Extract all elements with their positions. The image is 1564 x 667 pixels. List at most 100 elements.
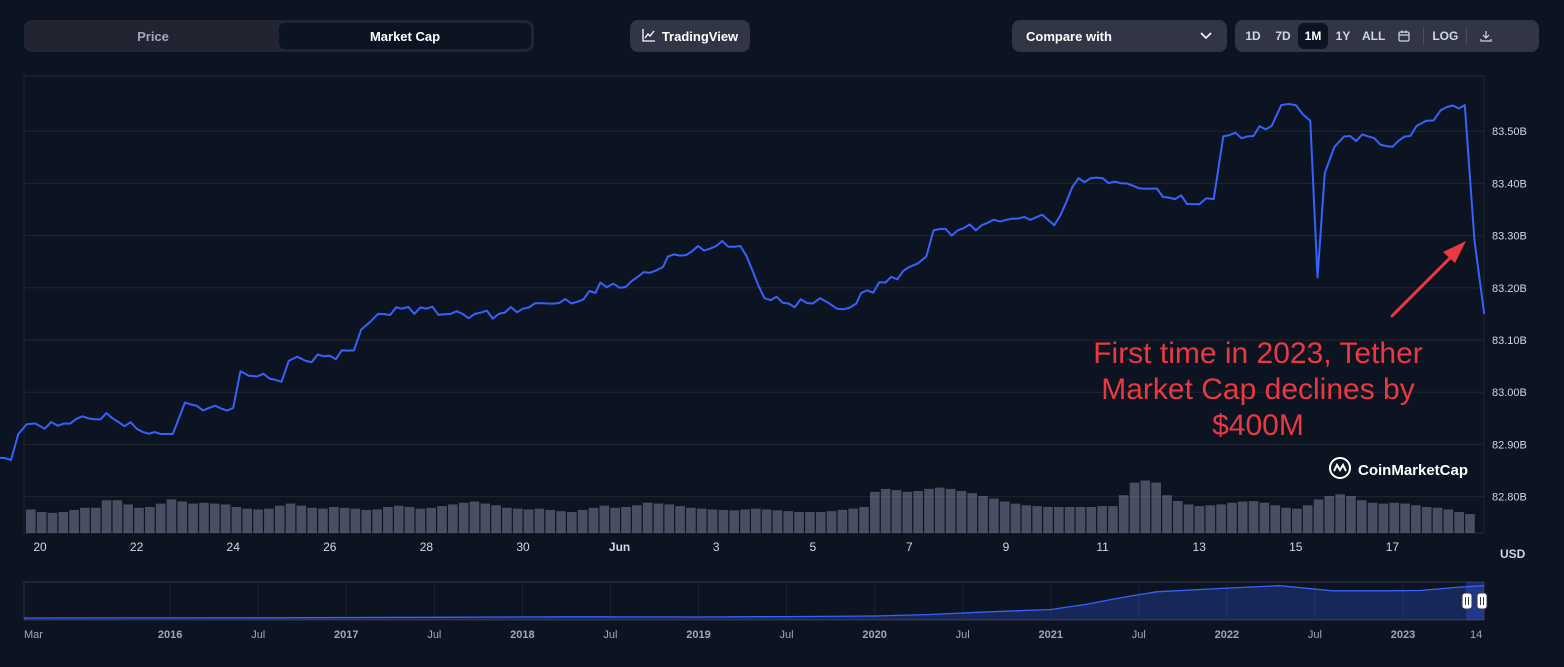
volume-bar xyxy=(415,508,426,533)
navigator-tick-label: Mar xyxy=(24,629,43,641)
coinmarketcap-watermark: CoinMarketCap xyxy=(1328,456,1468,484)
volume-bar xyxy=(664,504,675,533)
volume-bar xyxy=(794,512,804,533)
navigator-tick-label: 14 xyxy=(1470,629,1482,641)
volume-bar xyxy=(913,491,923,533)
volume-bar xyxy=(512,508,523,533)
volume-bar xyxy=(588,507,599,533)
volume-bar xyxy=(1205,505,1216,533)
volume-bar xyxy=(956,491,967,533)
annotation-arrow xyxy=(1390,241,1466,318)
volume-bar xyxy=(772,510,783,533)
volume-bar xyxy=(1097,506,1107,533)
x-tick-label: 22 xyxy=(130,540,144,554)
volume-bar xyxy=(1313,499,1324,533)
volume-bar xyxy=(166,499,177,533)
volume-bar xyxy=(264,508,274,533)
range-1y-button[interactable]: 1Y xyxy=(1335,29,1351,43)
volume-bar xyxy=(1302,505,1313,533)
volume-bar xyxy=(458,502,469,533)
volume-bar xyxy=(1259,502,1270,533)
volume-bar xyxy=(1129,482,1140,533)
volume-bar xyxy=(199,502,209,533)
x-tick-label: 7 xyxy=(906,540,913,554)
navigator-tick-label: Jul xyxy=(251,629,265,641)
tab-market-cap[interactable]: Market Cap xyxy=(279,23,531,49)
navigator-frame xyxy=(23,581,1485,621)
volume-bar xyxy=(1248,501,1259,533)
volume-bar xyxy=(1043,506,1053,533)
volume-bar xyxy=(1346,496,1356,533)
y-tick-label: 83.00B xyxy=(1492,387,1527,399)
y-tick-label: 83.30B xyxy=(1492,231,1527,243)
volume-bar xyxy=(761,509,772,533)
volume-bar xyxy=(556,511,566,533)
chart-type-toggle: Price Market Cap xyxy=(24,20,534,52)
x-tick-label: 28 xyxy=(420,540,434,554)
y-axis: 83.50B 83.40B 83.30B 83.20B 83.10B 83.00B 82.9… xyxy=(1492,126,1527,503)
volume-bar xyxy=(491,505,501,533)
volume-bar xyxy=(426,507,436,533)
volume-bar xyxy=(1108,506,1118,533)
navigator-tick-label: 2018 xyxy=(510,629,534,641)
compare-with-dropdown[interactable]: Compare with xyxy=(1012,20,1227,52)
volume-bar xyxy=(47,512,58,533)
volume-bar xyxy=(1064,506,1075,533)
volume-bar xyxy=(805,512,815,533)
x-tick-label: 26 xyxy=(323,540,337,554)
y-tick-label: 83.20B xyxy=(1492,283,1527,295)
volume-bar xyxy=(188,503,198,533)
volume-bar xyxy=(599,505,610,533)
volume-bar xyxy=(393,505,404,533)
y-tick-label: 83.40B xyxy=(1492,178,1527,190)
x-tick-label: 3 xyxy=(713,540,720,554)
volume-bar xyxy=(696,508,707,533)
volume-bar xyxy=(69,509,79,533)
volume-bar xyxy=(1173,501,1183,533)
volume-bar xyxy=(1270,505,1281,533)
range-7d-button[interactable]: 7D xyxy=(1275,29,1291,43)
volume-bar xyxy=(891,490,902,533)
volume-bar xyxy=(209,503,220,533)
navigator-area xyxy=(24,585,1484,620)
volume-bar xyxy=(296,505,307,533)
download-icon[interactable] xyxy=(1471,23,1501,49)
range-all-button[interactable]: ALL xyxy=(1362,29,1386,43)
volume-bar xyxy=(880,488,891,533)
volume-bar xyxy=(934,487,945,533)
volume-bar xyxy=(859,506,869,533)
tradingview-button[interactable]: TradingView xyxy=(630,20,750,52)
range-1m-button[interactable]: 1M xyxy=(1298,23,1328,49)
volume-bar xyxy=(751,508,761,533)
volume-bar xyxy=(848,508,859,533)
volume-bar xyxy=(123,504,134,533)
volume-bar xyxy=(1454,512,1464,533)
x-tick-label: 13 xyxy=(1193,540,1207,554)
volume-bar xyxy=(318,508,328,533)
volume-bar xyxy=(567,512,577,533)
volume-bar xyxy=(1227,502,1237,533)
volume-bar xyxy=(383,506,393,533)
volume-bar xyxy=(220,504,231,533)
volume-bar xyxy=(1281,507,1291,533)
x-tick-label: 9 xyxy=(1003,540,1010,554)
volume-bar xyxy=(1086,506,1097,533)
volume-bar xyxy=(686,507,696,533)
volume-bar xyxy=(1389,502,1400,533)
navigator-tick-label: 2019 xyxy=(686,629,710,641)
volume-bar xyxy=(870,491,880,533)
x-axis: 20 22 24 26 28 30 Jun 3 5 7 9 11 13 15 17 xyxy=(33,540,1399,554)
log-scale-button[interactable]: LOG xyxy=(1432,29,1459,43)
navigator-tick-label: 2017 xyxy=(334,629,358,641)
range-navigator[interactable]: Mar 2016 Jul 2017 Jul 2018 Jul 2019 Jul 2020 Jul 20… xyxy=(23,581,1488,641)
calendar-icon[interactable] xyxy=(1389,23,1419,49)
x-tick-label: 5 xyxy=(809,540,816,554)
volume-bar xyxy=(783,511,794,533)
tab-price[interactable]: Price xyxy=(137,28,169,44)
volume-bar xyxy=(253,509,263,533)
arrow-head xyxy=(1443,241,1466,263)
range-1d-button[interactable]: 1D xyxy=(1245,29,1261,43)
y-tick-label: 82.90B xyxy=(1492,439,1527,451)
volume-bar xyxy=(437,506,447,533)
